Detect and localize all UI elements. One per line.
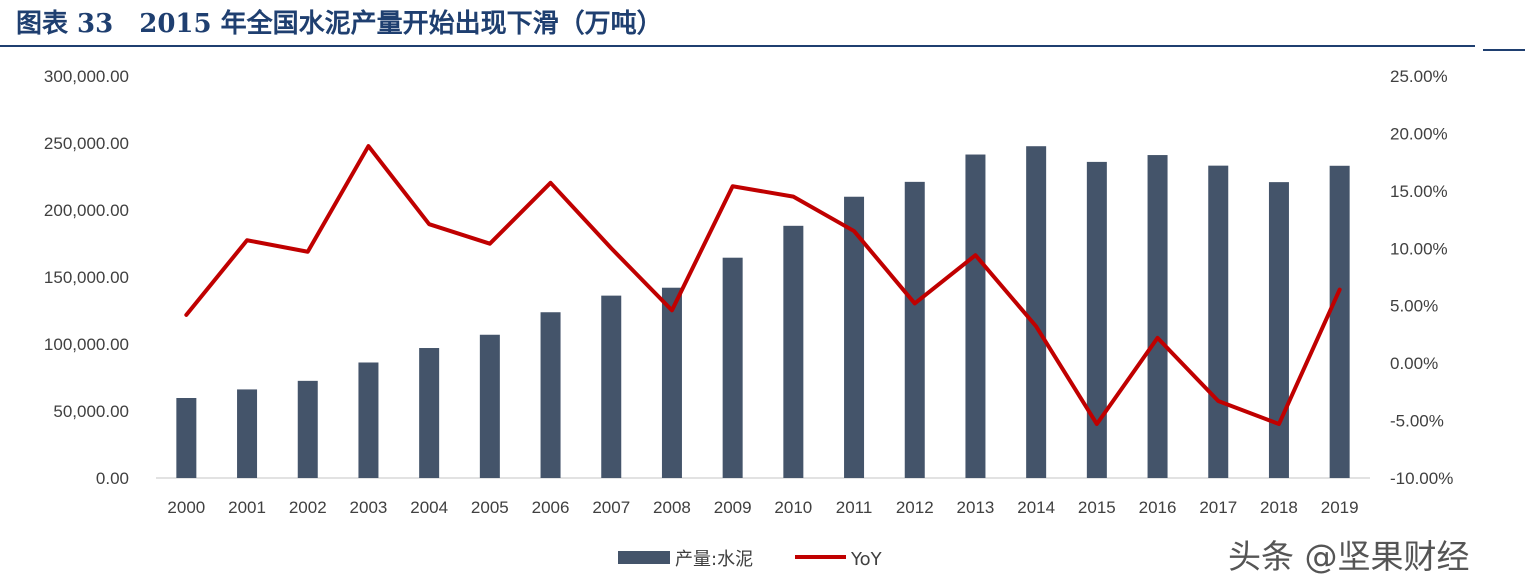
y-right-tick-label: 15.00% [1390,182,1448,201]
bar [297,380,318,478]
x-tick-label: 2019 [1321,498,1359,517]
yoy-point [1217,400,1219,402]
yoy-point [1096,423,1098,425]
yoy-point [428,223,430,225]
x-tick-label: 2006 [532,498,570,517]
bar [722,257,743,478]
title-rule-right [1483,49,1525,51]
bar [844,196,865,478]
bar [176,398,197,478]
yoy-point [489,243,491,245]
x-tick-label: 2005 [471,498,509,517]
x-tick-label: 2001 [228,498,266,517]
x-tick-label: 2013 [957,498,995,517]
yoy-point [185,314,187,316]
y-left-tick-label: 300,000.00 [44,67,129,86]
bar [783,225,804,478]
x-tick-label: 2009 [714,498,752,517]
yoy-point [307,251,309,253]
bar [358,362,379,478]
bar [601,295,622,478]
yoy-point [610,247,612,249]
x-tick-label: 2010 [774,498,812,517]
bar [419,348,440,478]
yoy-point [853,230,855,232]
bar [1208,165,1229,478]
x-tick-label: 2014 [1017,498,1055,517]
yoy-point [1035,325,1037,327]
y-right-tick-label: 20.00% [1390,124,1448,143]
figure-title: 图表 33 2015 年全国水泥产量开始出现下滑（万吨） [16,9,663,39]
bar [661,287,682,478]
x-tick-label: 2007 [592,498,630,517]
x-tick-label: 2011 [836,498,873,517]
bar [965,154,986,479]
watermark: 头条 @坚果财经 [1228,537,1470,576]
legend-label-bar: 产量:水泥 [675,549,753,570]
x-tick-label: 2018 [1260,498,1298,517]
bar [904,181,925,479]
yoy-point [732,185,734,187]
yoy-line [184,144,1342,427]
legend-swatch-bar [618,551,670,564]
x-tick-label: 2008 [653,498,691,517]
y-left-tick-label: 250,000.00 [44,134,129,153]
bar [479,334,500,478]
y-right-tick-label: 0.00% [1390,354,1438,373]
bar [1329,165,1350,478]
x-tick-label: 2004 [410,498,448,517]
x-tick-label: 2012 [896,498,934,517]
yoy-point [1157,337,1159,339]
bar [1086,161,1107,479]
yoy-point [367,145,369,147]
y-right-tick-label: -10.00% [1390,469,1453,488]
x-tick-label: 2000 [167,498,205,517]
y-right-tick-label: 5.00% [1390,297,1438,316]
x-tick-label: 2017 [1199,498,1237,517]
yoy-point [671,309,673,311]
y-right-tick-label: 10.00% [1390,239,1448,258]
x-tick-label: 2015 [1078,498,1116,517]
legend-label-line: YoY [850,549,883,570]
bar [1268,182,1289,479]
yoy-point [246,239,248,241]
bar [1147,155,1168,478]
y-left-tick-label: 150,000.00 [44,268,129,287]
bar [1026,146,1047,478]
yoy-point [1339,289,1341,291]
y-left-tick-label: 50,000.00 [53,402,129,421]
y-left-tick-label: 200,000.00 [44,201,129,220]
title-rule [0,45,1475,47]
x-tick-label: 2016 [1139,498,1177,517]
y-right-tick-label: -5.00% [1390,412,1444,431]
x-tick-label: 2002 [289,498,327,517]
yoy-point [974,254,976,256]
bar [237,389,258,478]
y-left-tick-label: 100,000.00 [44,335,129,354]
yoy-point [1278,423,1280,425]
bar [540,312,561,478]
y-left-tick-label: 0.00 [96,469,129,488]
y-right-tick-label: 25.00% [1390,67,1448,86]
yoy-point [792,196,794,198]
yoy-point [550,182,552,184]
yoy-point [914,302,916,304]
x-tick-label: 2003 [350,498,388,517]
